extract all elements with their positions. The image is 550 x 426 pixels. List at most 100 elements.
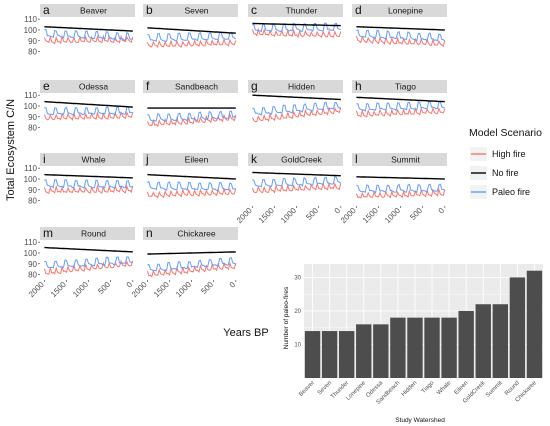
bar-beaver (304, 331, 321, 378)
x-tick-label: 500 (96, 280, 112, 296)
panel-letter: d (355, 3, 362, 17)
facet-strip (248, 80, 343, 93)
bar-goldcreek (475, 304, 491, 378)
bar-x-tick-label: Lonepine (345, 380, 367, 402)
panel-letter: l (355, 152, 358, 166)
facet-strip (352, 4, 447, 17)
series-paleo-fire (44, 179, 134, 189)
x-tick-label: 1500 (361, 206, 380, 225)
x-tick-label: 1000 (279, 206, 298, 225)
facet-strip-label: Seven (184, 6, 208, 16)
y-tick-label: 100 (24, 175, 38, 184)
series-paleo-fire (252, 175, 342, 188)
facet-strip-label: Chickaree (177, 229, 216, 239)
y-tick-label: 90 (28, 37, 37, 46)
x-tick-label: 1500 (257, 206, 276, 225)
series-paleo-fire (356, 29, 446, 43)
facet-strip (352, 80, 447, 93)
series-no-fire (356, 96, 445, 103)
panel-letter: i (43, 152, 46, 166)
facet-strip-label: Lonepine (388, 6, 423, 16)
facet-strip-label: Round (81, 229, 106, 239)
x-tick-label: 0 (333, 206, 343, 216)
facet-strip (352, 153, 447, 166)
series-no-fire (147, 173, 236, 180)
facet-panel-eileen: j Eileen (143, 152, 238, 199)
facet-strip (40, 153, 135, 166)
facet-panel-chickaree: n Chickaree (143, 226, 238, 278)
series-no-fire (147, 251, 236, 255)
series-no-fire (252, 22, 341, 27)
series-high-fire (251, 181, 342, 194)
facet-panel-hidden: g Hidden (248, 79, 343, 123)
y-tick-label: 90 (28, 260, 37, 269)
y-tick-label: 90 (28, 113, 37, 122)
bar-y-tick-label: 30 (294, 275, 301, 281)
facet-strip-label: GoldCreek (281, 155, 322, 165)
x-tick-label: 500 (199, 280, 215, 296)
x-tick-label: 1000 (71, 280, 90, 299)
facet-strip-label: Sandbeach (175, 82, 218, 92)
series-paleo-fire (147, 110, 237, 122)
facet-panel-goldcreek: k GoldCreek (248, 152, 343, 194)
legend-entry: High fire (470, 147, 526, 161)
series-high-fire (251, 27, 342, 39)
bar-tiago (424, 317, 440, 378)
bar-x-tick-label: Beaver (298, 380, 316, 398)
facet-strip (248, 153, 343, 166)
legend-label: No fire (492, 168, 519, 178)
panel-letter: f (146, 79, 150, 93)
y-tick-label: 110 (24, 238, 37, 247)
x-tick-label: 1500 (152, 280, 171, 299)
y-axis-title: Total Ecosystem C/N (5, 99, 17, 201)
x-tick-label: 1000 (174, 280, 193, 299)
y-tick-label: 100 (24, 26, 38, 35)
facet-strip-label: Beaver (80, 6, 107, 16)
bar-x-tick-label: Seven (317, 380, 333, 396)
facet-panel-tiago: h Tiago (352, 79, 447, 118)
y-tick-label: 80 (28, 197, 37, 206)
facet-panel-odessa: e Odessa 80 90 100 110 (24, 79, 135, 133)
bar-x-tick-label: Whale (436, 380, 453, 397)
y-tick-label: 110 (24, 91, 37, 100)
series-no-fire (252, 171, 341, 177)
bar-seven (321, 331, 338, 378)
facet-strip (40, 227, 135, 240)
facet-strip (248, 4, 343, 17)
panel-letter: j (145, 152, 149, 166)
series-high-fire (146, 38, 237, 49)
facet-panel-thunder: c Thunder (248, 3, 343, 39)
bar-eileen (458, 310, 474, 378)
bar-thunder (338, 331, 355, 378)
x-tick-label: 2000 (235, 206, 254, 225)
x-axis-title: Years BP (223, 327, 268, 339)
bar-x-tick-label: Tiago (421, 380, 436, 395)
facet-panel-beaver: a Beaver 80 90 100 110 (24, 3, 135, 57)
panel-letter: a (43, 3, 50, 17)
y-tick-label: 110 (24, 15, 37, 24)
series-high-fire (146, 261, 237, 278)
panel-letter: k (251, 152, 258, 166)
series-high-fire (355, 106, 446, 118)
panel-letter: n (146, 226, 153, 240)
bar-odessa (373, 324, 389, 378)
panel-letter: h (355, 79, 362, 93)
facet-panel-sandbeach: f Sandbeach (143, 79, 238, 128)
panel-letter: b (146, 3, 153, 17)
series-no-fire (44, 26, 133, 32)
facet-strip (40, 4, 135, 17)
x-tick-label: 0 (228, 280, 238, 290)
panel-letter: c (251, 3, 257, 17)
series-high-fire (146, 187, 237, 199)
bar-x-tick-label: Hidden (401, 380, 419, 398)
facet-panel-whale: i Whale 80 90 100 110 (24, 152, 135, 206)
x-tick-label: 2000 (130, 280, 149, 299)
series-high-fire (355, 35, 446, 48)
y-tick-label: 100 (24, 249, 38, 258)
series-paleo-fire (44, 256, 133, 269)
facet-strip-label: Eileen (185, 155, 209, 165)
series-no-fire (252, 94, 341, 101)
facet-strip-label: Hidden (288, 82, 315, 92)
facet-strip-label: Thunder (286, 6, 318, 16)
